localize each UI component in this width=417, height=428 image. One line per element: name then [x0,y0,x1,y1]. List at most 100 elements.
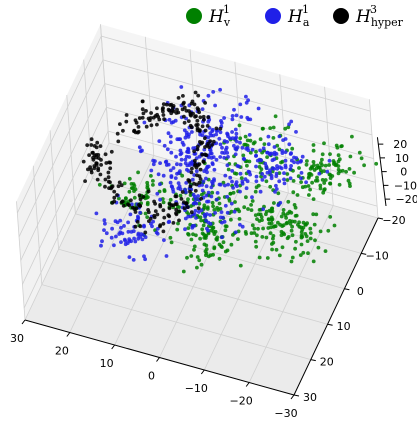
data-point [286,199,291,204]
data-point [175,107,179,112]
data-point [91,150,95,155]
data-point [155,191,160,196]
data-point [115,193,119,197]
data-point [271,136,276,140]
data-point [85,143,90,148]
data-point [305,159,309,163]
data-point [269,209,273,214]
data-point [138,224,143,229]
data-point [258,148,262,153]
data-point [231,186,236,190]
data-point [176,171,181,175]
data-point [140,107,145,112]
data-point [189,113,193,118]
data-point [219,210,224,215]
data-point [223,224,228,229]
data-point [98,144,103,149]
data-point [137,193,142,198]
data-point [89,137,94,142]
legend-marker [265,8,281,24]
data-point [291,190,296,195]
data-point [175,227,180,232]
data-point [253,213,258,218]
data-point [279,160,283,165]
data-point [244,195,248,200]
legend-superscript: 1 [223,3,230,16]
data-point [103,184,107,189]
data-point [243,177,248,182]
data-point [212,167,217,172]
data-point [144,124,149,129]
data-point [166,131,171,136]
data-point [99,243,103,248]
data-point [187,163,192,168]
data-point [211,90,216,94]
data-point [265,170,270,175]
data-point [192,244,197,249]
data-point [117,196,121,201]
data-point [193,188,198,193]
data-point [164,102,169,107]
data-point [322,181,327,185]
data-point [297,166,301,170]
data-point [123,242,128,247]
data-point [200,152,205,157]
data-point [122,181,127,186]
data-point [154,230,159,235]
data-point [112,243,116,248]
data-point [95,177,100,182]
data-point [249,231,254,236]
data-point [242,142,247,147]
data-point [250,195,254,200]
data-point [311,160,316,164]
z-gridline [22,106,376,285]
data-point [209,185,214,190]
data-point [161,173,166,178]
data-point [155,226,160,231]
data-point [348,184,352,189]
data-point [153,209,158,214]
data-point [164,163,169,167]
data-point [195,122,200,127]
data-point [300,227,305,232]
data-point [191,201,196,206]
data-point [184,201,189,206]
data-point [359,156,364,161]
data-point [214,132,219,137]
data-point [181,269,186,274]
data-point [196,93,201,98]
data-point [135,220,140,224]
data-point [205,207,210,211]
data-point [299,235,304,240]
data-point [92,164,97,168]
data-point [186,226,191,231]
data-point [290,146,295,151]
data-point [310,166,315,170]
data-point [94,145,99,150]
data-point [271,125,276,130]
data-point [276,191,281,196]
z-tick-label: 0 [400,166,407,179]
data-point [117,232,122,236]
data-point [290,255,295,260]
data-point [299,159,303,163]
data-point [225,194,230,199]
data-point [233,200,237,204]
data-point [308,231,313,235]
data-point [220,145,224,150]
data-point [119,225,123,230]
data-point [127,255,132,259]
data-point [298,253,303,257]
data-point [108,166,113,171]
legend-label: Hhyper [355,7,404,29]
data-point [322,169,326,174]
data-point [297,220,301,225]
legend-subscript: hyper [371,16,404,29]
data-point [339,144,343,149]
data-point [194,114,198,119]
data-point [166,213,171,218]
data-point [281,208,286,212]
y-tick-label: 0 [357,285,364,298]
data-point [205,124,210,128]
data-point [119,200,124,205]
